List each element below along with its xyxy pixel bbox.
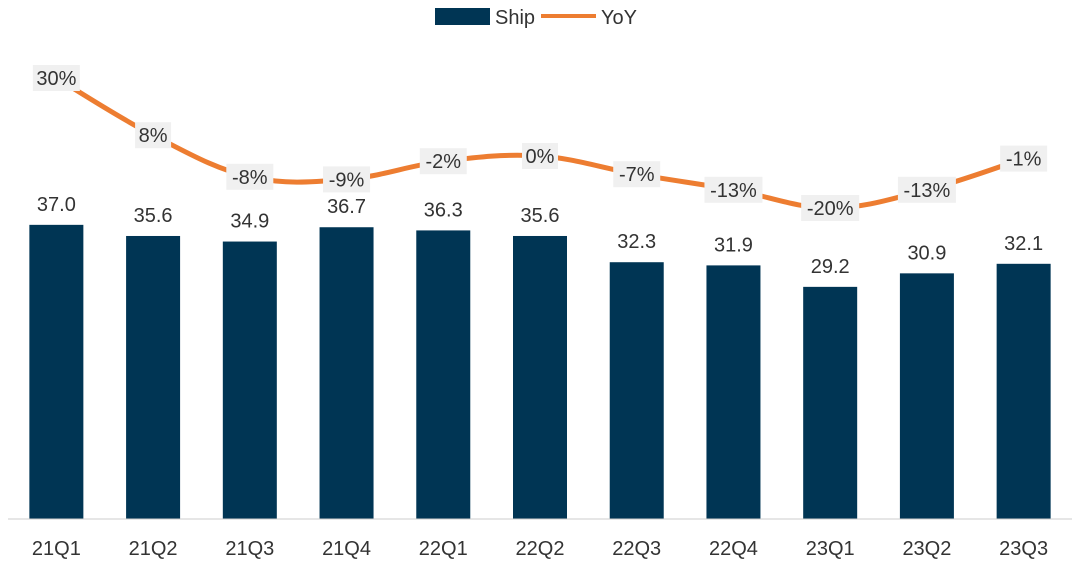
yoy-label-box: [704, 176, 763, 203]
bar-value-label-21Q2: 35.6: [134, 205, 173, 227]
bar-value-label-22Q1: 36.3: [424, 199, 463, 221]
bar-23Q3: [996, 263, 1051, 519]
yoy-label-box: [613, 161, 661, 188]
yoy-label-23Q1: -20%: [801, 195, 860, 221]
x-tick-label-23Q3: 23Q3: [999, 538, 1048, 560]
yoy-value-label: 8%: [139, 125, 168, 147]
yoy-label-22Q2: 0%: [522, 143, 558, 169]
yoy-label-21Q1: 30%: [32, 65, 80, 91]
bar-series-ship: [29, 224, 1051, 520]
bar-23Q2: [899, 273, 954, 519]
bar-22Q3: [609, 262, 664, 519]
yoy-value-label: -1%: [1006, 149, 1042, 171]
legend-label-yoy: YoY: [601, 7, 637, 29]
yoy-label-box: [226, 163, 274, 190]
bar-21Q3: [222, 241, 277, 520]
bar-value-label-21Q1: 37.0: [37, 194, 76, 216]
yoy-label-box: [801, 195, 860, 221]
yoy-label-21Q3: -8%: [226, 163, 274, 190]
bar-22Q4: [706, 265, 761, 519]
x-tick-label-22Q1: 22Q1: [419, 538, 468, 560]
bar-value-label-23Q1: 29.2: [811, 256, 850, 278]
yoy-label-box: [419, 148, 467, 175]
yoy-label-21Q2: 8%: [135, 122, 172, 149]
x-tick-label-22Q2: 22Q2: [516, 538, 565, 560]
legend: Ship YoY: [435, 7, 637, 29]
yoy-label-box: [32, 65, 80, 91]
bar-value-label-21Q3: 34.9: [230, 211, 269, 233]
yoy-label-box: [1000, 145, 1048, 172]
bar-22Q2: [513, 235, 567, 520]
yoy-value-label: -20%: [807, 198, 854, 220]
bar-value-labels: 37.0 35.6 34.9 36.7 36.3 35.6 32.3 31.9 29.2 30.9…: [37, 194, 1043, 278]
yoy-value-label: -8%: [232, 167, 268, 189]
x-tick-label-21Q4: 21Q4: [322, 538, 371, 560]
yoy-label-21Q4: -9%: [323, 166, 371, 193]
bar-21Q1: [29, 224, 84, 519]
legend-label-ship: Ship: [495, 7, 535, 29]
yoy-label-23Q3: -1%: [1000, 145, 1048, 172]
yoy-label-box: [522, 143, 558, 169]
x-tick-label-23Q2: 23Q2: [902, 538, 951, 560]
yoy-value-label: -13%: [904, 180, 951, 202]
bar-value-label-22Q2: 35.6: [521, 205, 560, 227]
yoy-label-box: [135, 122, 172, 149]
x-axis-tick-labels: 21Q1 21Q2 21Q3 21Q4 22Q1 22Q2 22Q3 22Q4 23Q1 23Q2…: [32, 538, 1048, 560]
bar-21Q4: [319, 227, 374, 520]
yoy-label-22Q4: -13%: [704, 176, 763, 203]
bar-23Q1: [803, 286, 858, 519]
yoy-value-label: -13%: [710, 180, 757, 202]
yoy-value-label: -7%: [619, 164, 655, 186]
yoy-label-box: [323, 166, 371, 193]
yoy-label-22Q1: -2%: [419, 148, 467, 175]
bar-value-label-23Q2: 30.9: [907, 242, 946, 264]
yoy-value-label: 0%: [526, 146, 555, 168]
yoy-value-labels: 30% 8% -8% -9% -2% 0% -7% -13% -20% -13% -1%: [32, 65, 1048, 221]
x-tick-label-22Q3: 22Q3: [612, 538, 661, 560]
bar-value-label-23Q3: 32.1: [1004, 233, 1043, 255]
x-tick-label-21Q3: 21Q3: [225, 538, 274, 560]
yoy-label-box: [897, 176, 956, 203]
x-tick-label-22Q4: 22Q4: [709, 538, 758, 560]
yoy-label-22Q3: -7%: [613, 161, 661, 188]
bar-value-label-22Q4: 31.9: [714, 234, 753, 256]
x-tick-label-21Q1: 21Q1: [32, 538, 81, 560]
x-tick-label-23Q1: 23Q1: [806, 538, 855, 560]
bar-21Q2: [126, 235, 181, 520]
yoy-label-23Q2: -13%: [897, 176, 956, 203]
bar-value-label-22Q3: 32.3: [617, 231, 656, 253]
bar-value-label-21Q4: 36.7: [327, 196, 366, 218]
yoy-value-label: -9%: [329, 169, 365, 191]
bar-22Q1: [416, 230, 471, 520]
yoy-value-label: 30%: [36, 68, 76, 90]
yoy-value-label: -2%: [425, 151, 461, 173]
x-tick-label-21Q2: 21Q2: [129, 538, 178, 560]
legend-swatch-ship: [435, 8, 490, 25]
